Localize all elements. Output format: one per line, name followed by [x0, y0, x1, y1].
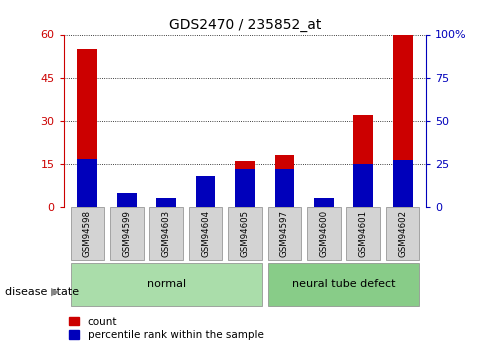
FancyBboxPatch shape [149, 207, 183, 260]
Text: normal: normal [147, 279, 186, 289]
Text: GSM94603: GSM94603 [162, 210, 171, 257]
Text: GSM94597: GSM94597 [280, 210, 289, 257]
FancyBboxPatch shape [307, 207, 341, 260]
Bar [393, 160, 413, 207]
Bar [196, 176, 216, 207]
FancyBboxPatch shape [268, 263, 419, 306]
Text: GSM94601: GSM94601 [359, 210, 368, 257]
Text: GSM94604: GSM94604 [201, 210, 210, 257]
Bar [353, 164, 373, 207]
Text: GSM94605: GSM94605 [241, 210, 249, 257]
Bar [156, 201, 176, 207]
FancyBboxPatch shape [268, 207, 301, 260]
Bar [314, 198, 334, 207]
Title: GDS2470 / 235852_at: GDS2470 / 235852_at [169, 18, 321, 32]
FancyBboxPatch shape [386, 207, 419, 260]
Bar [77, 159, 97, 207]
Bar [235, 161, 255, 207]
Text: GSM94600: GSM94600 [319, 210, 328, 257]
Bar [235, 169, 255, 207]
FancyBboxPatch shape [71, 207, 104, 260]
Bar [117, 193, 137, 207]
Bar [353, 115, 373, 207]
Bar [156, 198, 176, 207]
Bar [393, 34, 413, 207]
Text: GSM94598: GSM94598 [83, 210, 92, 257]
FancyBboxPatch shape [228, 207, 262, 260]
Bar [314, 198, 334, 207]
Text: GSM94602: GSM94602 [398, 210, 407, 257]
Text: GSM94599: GSM94599 [122, 210, 131, 257]
FancyBboxPatch shape [189, 207, 222, 260]
Bar [77, 49, 97, 207]
Text: ▶: ▶ [51, 287, 60, 296]
Legend: count, percentile rank within the sample: count, percentile rank within the sample [69, 317, 264, 340]
Bar [274, 155, 294, 207]
Text: disease state: disease state [5, 287, 79, 296]
Bar [274, 169, 294, 207]
Bar [117, 198, 137, 207]
Text: neural tube defect: neural tube defect [292, 279, 395, 289]
FancyBboxPatch shape [110, 207, 144, 260]
FancyBboxPatch shape [346, 207, 380, 260]
Bar [196, 184, 216, 207]
FancyBboxPatch shape [71, 263, 262, 306]
